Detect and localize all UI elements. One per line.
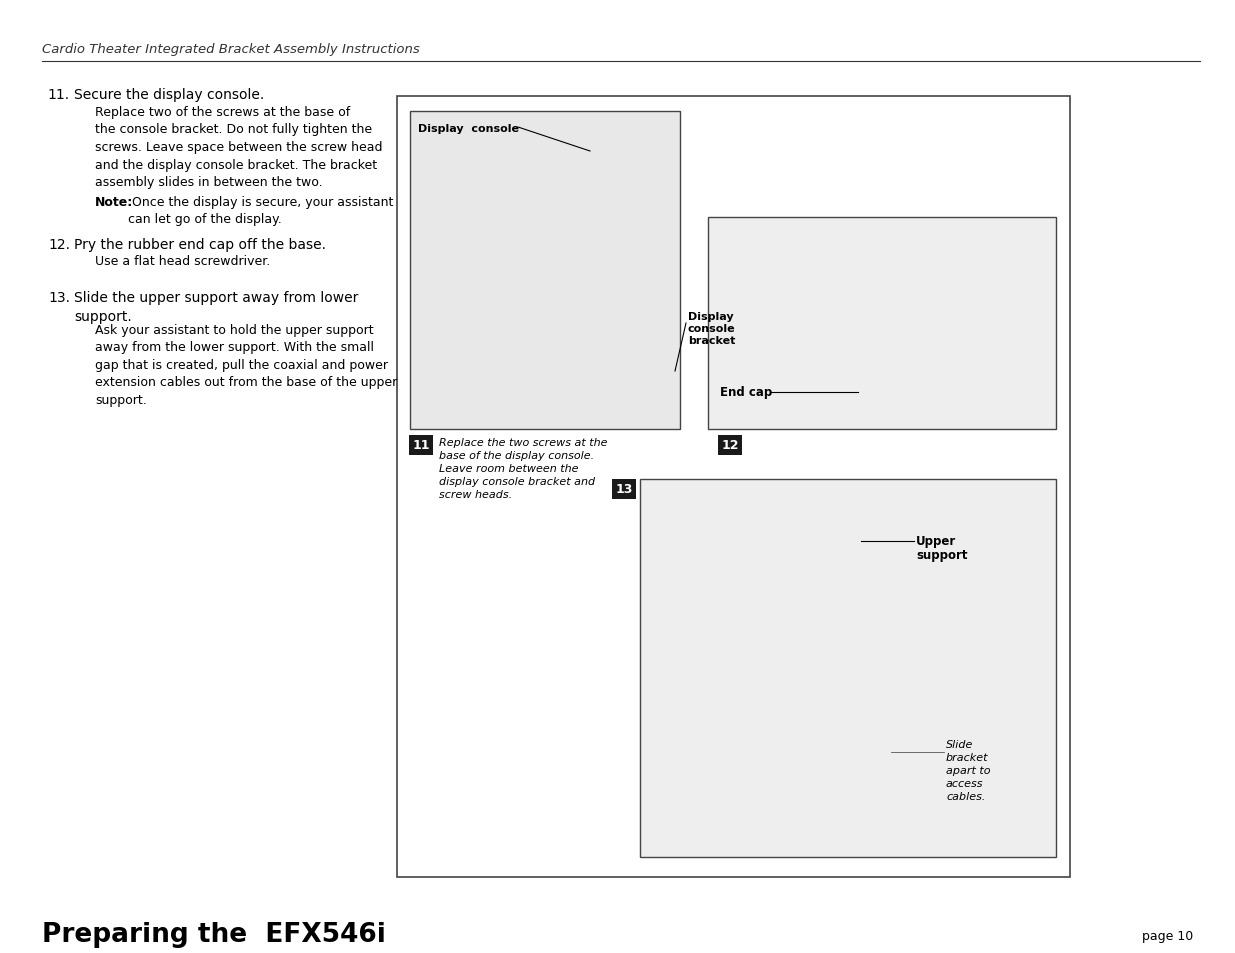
Text: base of the display console.: base of the display console. (438, 451, 594, 460)
Bar (708, 218, 1056, 430)
Text: Pry the rubber end cap off the base.: Pry the rubber end cap off the base. (74, 237, 326, 252)
Text: apart to: apart to (946, 765, 990, 775)
Text: Once the display is secure, your assistant
can let go of the display.: Once the display is secure, your assista… (128, 195, 394, 226)
Text: screw heads.: screw heads. (438, 490, 513, 499)
Text: Ask your assistant to hold the upper support
away from the lower support. With t: Ask your assistant to hold the upper sup… (95, 324, 398, 407)
Text: Replace two of the screws at the base of
the console bracket. Do not fully tight: Replace two of the screws at the base of… (95, 106, 383, 189)
Text: 13.: 13. (48, 291, 70, 305)
Bar (396, 97, 1070, 877)
Text: access: access (946, 779, 983, 788)
Text: bracket: bracket (946, 752, 988, 762)
Text: Cardio Theater Integrated Bracket Assembly Instructions: Cardio Theater Integrated Bracket Assemb… (42, 44, 420, 56)
Text: Display  console: Display console (417, 124, 519, 133)
Text: Upper: Upper (916, 535, 956, 547)
Text: page 10: page 10 (1141, 929, 1193, 942)
Text: Leave room between the: Leave room between the (438, 463, 578, 474)
Text: Preparing the  EFX546i: Preparing the EFX546i (42, 921, 385, 947)
Text: Use a flat head screwdriver.: Use a flat head screwdriver. (95, 254, 270, 268)
Text: console: console (688, 324, 736, 334)
Text: 11.: 11. (48, 88, 70, 102)
Bar (613, 479, 636, 499)
Text: Note:: Note: (95, 195, 133, 209)
Bar (409, 436, 433, 456)
Text: Replace the two screws at the: Replace the two screws at the (438, 437, 608, 448)
Text: cables.: cables. (946, 791, 986, 801)
Text: Slide: Slide (946, 740, 973, 749)
Text: Secure the display console.: Secure the display console. (74, 88, 264, 102)
Text: bracket: bracket (688, 335, 735, 346)
Text: 12.: 12. (48, 237, 70, 252)
Text: 12: 12 (721, 439, 739, 452)
Text: Slide the upper support away from lower
support.: Slide the upper support away from lower … (74, 291, 358, 324)
Text: Display: Display (688, 312, 734, 322)
Text: 11: 11 (412, 439, 430, 452)
Text: display console bracket and: display console bracket and (438, 476, 595, 486)
Bar (410, 112, 680, 430)
Text: End cap: End cap (720, 386, 772, 399)
Bar (640, 479, 1056, 857)
Bar (718, 436, 742, 456)
Text: support: support (916, 548, 967, 561)
Text: 13: 13 (615, 483, 632, 496)
